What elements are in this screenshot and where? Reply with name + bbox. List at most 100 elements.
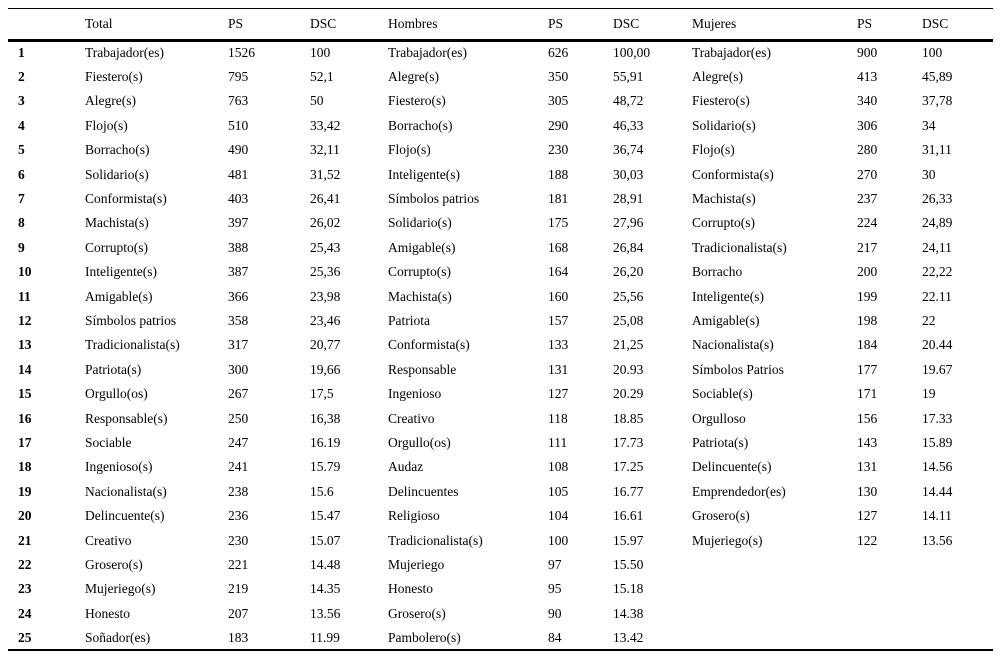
total-dsc: 13.56	[310, 605, 341, 621]
total-dsc: 11.99	[310, 625, 388, 652]
mujeres-ps: 237	[857, 191, 878, 207]
total-label: Creativo	[85, 532, 132, 548]
table-row: 25 Soñador(es) 183 11.99 Pambolero(s) 84 13.42	[8, 625, 993, 652]
column-header-hombres: Hombres	[388, 8, 548, 42]
row-number: 5	[18, 142, 25, 158]
total-label: Mujeriego(s)	[85, 581, 156, 597]
total-label: Alegre(s)	[85, 93, 136, 109]
total-label: Orgullo(os)	[85, 386, 148, 402]
hombres-label: Corrupto(s)	[388, 264, 451, 280]
row-number: 21	[18, 532, 32, 548]
hombres-label: Flojo(s)	[388, 142, 431, 158]
hombres-ps: 97	[548, 556, 562, 572]
total-dsc: 31,52	[310, 166, 341, 182]
total-label: Honesto	[85, 605, 130, 621]
total-dsc: 50	[310, 93, 324, 109]
row-number: 17	[18, 434, 32, 450]
mujeres-dsc: 22,22	[922, 264, 953, 280]
hombres-dsc: 100,00	[613, 45, 651, 61]
hombres-ps: 90	[548, 605, 562, 621]
hombres-ps: 111	[548, 434, 568, 450]
row-number: 1	[18, 45, 25, 61]
row-number: 19	[18, 483, 32, 499]
mujeres-dsc: 22	[922, 312, 936, 328]
hombres-dsc: 30,03	[613, 166, 644, 182]
column-header-rank	[8, 8, 85, 42]
hombres-ps: 160	[548, 288, 569, 304]
hombres-dsc: 20.93	[613, 361, 644, 377]
hombres-ps: 168	[548, 239, 569, 255]
mujeres-label: Alegre(s)	[692, 69, 743, 85]
total-ps: 207	[228, 605, 249, 621]
mujeres-dsc: 19.67	[922, 361, 953, 377]
total-ps: 300	[228, 361, 249, 377]
total-dsc: 26,02	[310, 215, 341, 231]
total-dsc: 15.07	[310, 532, 341, 548]
mujeres-dsc: 14.56	[922, 459, 953, 475]
total-ps: 236	[228, 508, 249, 524]
frequency-table: Total PS DSC Hombres PS DSC Mujeres PS D…	[8, 8, 993, 652]
table-row: 1 Trabajador(es) 1526 100 Trabajador(es) 626 1…	[8, 41, 993, 65]
total-ps: 241	[228, 459, 249, 475]
mujeres-ps: 122	[857, 532, 878, 548]
total-dsc: 15.47	[310, 508, 341, 524]
mujeres-label: Conformista(s)	[692, 166, 774, 182]
hombres-ps: 305	[548, 93, 569, 109]
hombres-label: Patriota	[388, 312, 430, 328]
hombres-label: Fiestero(s)	[388, 93, 446, 109]
hombres-ps: 181	[548, 191, 569, 207]
hombres-ps: 105	[548, 483, 569, 499]
hombres-ps: 127	[548, 386, 569, 402]
table-row: 11 Amigable(s) 366 23,98 Machista(s) 160 25,56…	[8, 284, 993, 308]
row-number: 2	[18, 69, 25, 85]
mujeres-dsc: 14.44	[922, 483, 953, 499]
hombres-dsc: 46,33	[613, 117, 644, 133]
table-row: 7 Conformista(s) 403 26,41 Símbolos patrios 1…	[8, 187, 993, 211]
mujeres-dsc: 100	[922, 45, 943, 61]
mujeres-label: Patriota(s)	[692, 434, 749, 450]
mujeres-ps: 131	[857, 459, 878, 475]
total-ps: 481	[228, 166, 249, 182]
total-dsc: 16.19	[310, 434, 341, 450]
total-ps: 317	[228, 337, 249, 353]
hombres-dsc: 25,56	[613, 288, 644, 304]
hombres-ps: 108	[548, 459, 569, 475]
hombres-label: Religioso	[388, 508, 440, 524]
hombres-label: Borracho(s)	[388, 117, 453, 133]
mujeres-dsc	[922, 577, 993, 601]
hombres-label: Delincuentes	[388, 483, 459, 499]
row-number: 15	[18, 386, 32, 402]
row-number: 6	[18, 166, 25, 182]
mujeres-ps: 340	[857, 93, 878, 109]
mujeres-dsc: 45,89	[922, 69, 953, 85]
hombres-ps: 626	[548, 45, 569, 61]
hombres-ps: 118	[548, 410, 568, 426]
row-number: 22	[18, 556, 32, 572]
total-dsc: 23,98	[310, 288, 341, 304]
hombres-dsc: 17.25	[613, 459, 644, 475]
total-ps: 230	[228, 532, 249, 548]
hombres-ps: 290	[548, 117, 569, 133]
total-dsc: 25,36	[310, 264, 341, 280]
mujeres-ps: 280	[857, 142, 878, 158]
mujeres-dsc: 30	[922, 166, 936, 182]
total-ps: 510	[228, 117, 249, 133]
hombres-ps: 95	[548, 581, 562, 597]
mujeres-ps	[857, 625, 922, 652]
hombres-dsc: 26,84	[613, 239, 644, 255]
mujeres-dsc: 22.11	[922, 288, 952, 304]
hombres-dsc: 18.85	[613, 410, 644, 426]
table-row: 5 Borracho(s) 490 32,11 Flojo(s) 230 36,74 Floj…	[8, 138, 993, 162]
table-header: Total PS DSC Hombres PS DSC Mujeres PS D…	[8, 8, 993, 42]
mujeres-ps: 127	[857, 508, 878, 524]
table-row: 13 Tradicionalista(s) 317 20,77 Conformista(…	[8, 333, 993, 357]
mujeres-ps: 130	[857, 483, 878, 499]
total-ps: 219	[228, 581, 249, 597]
column-header-hombres-dsc: DSC	[613, 8, 692, 42]
mujeres-label: Grosero(s)	[692, 508, 750, 524]
mujeres-ps: 224	[857, 215, 878, 231]
hombres-dsc: 15.97	[613, 532, 644, 548]
hombres-dsc: 14.38	[613, 605, 644, 621]
table-row: 17 Sociable 247 16.19 Orgullo(os) 111 17.73 Pat…	[8, 431, 993, 455]
mujeres-label: Solidario(s)	[692, 117, 756, 133]
